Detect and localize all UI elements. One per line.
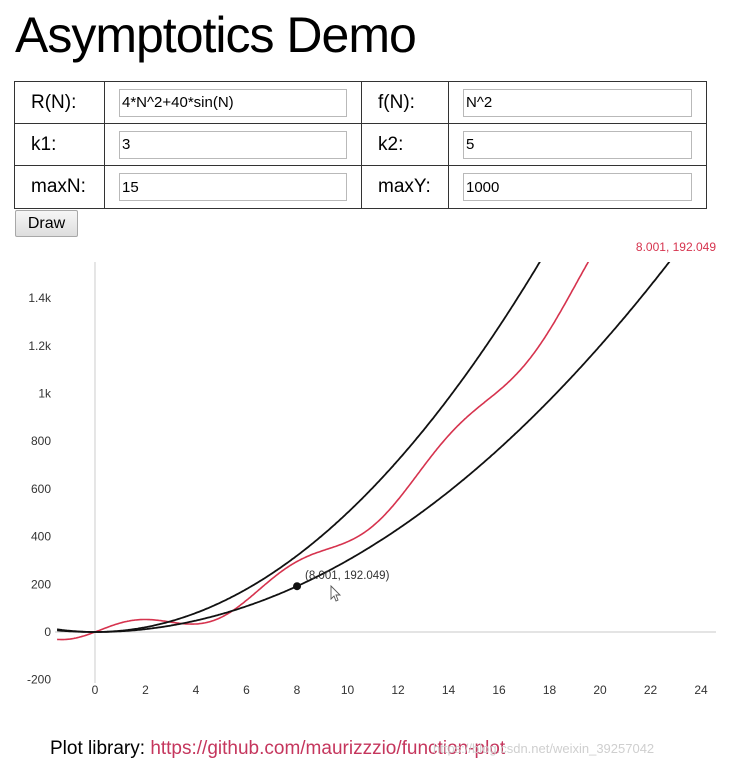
x-tick-label: 2 xyxy=(142,683,149,697)
maxn-label: maxN: xyxy=(14,165,105,209)
y-tick-label: 0 xyxy=(44,625,51,639)
page-title: Asymptotics Demo xyxy=(15,7,417,63)
series-upper-bound-line xyxy=(56,262,541,633)
k2-input[interactable] xyxy=(463,130,692,159)
rn-label: R(N): xyxy=(14,81,105,124)
y-tick-label: 1.4k xyxy=(28,291,52,305)
x-tick-label: 8 xyxy=(294,683,301,697)
x-tick-label: 16 xyxy=(492,683,506,697)
maxy-input[interactable] xyxy=(463,173,692,201)
x-tick-label: 22 xyxy=(644,683,658,697)
x-tick-label: 14 xyxy=(442,683,456,697)
coordinate-readout: 8.001, 192.049 xyxy=(636,240,716,254)
hover-point xyxy=(293,582,302,591)
y-tick-label: 400 xyxy=(31,530,51,544)
x-tick-label: 20 xyxy=(593,683,607,697)
y-tick-label: 800 xyxy=(31,434,51,448)
x-tick-label: 24 xyxy=(694,683,708,697)
y-tick-label: 600 xyxy=(31,482,51,496)
function-plot[interactable]: 8.001, 192.049 0 2 4 6 8 10 12 14 16 18 20 22 24-200… xyxy=(0,232,729,732)
draw-button[interactable]: Draw xyxy=(15,210,78,237)
parameter-table: R(N): f(N): k1: k2: maxN: maxY: xyxy=(14,81,707,209)
k1-input[interactable] xyxy=(119,130,347,159)
rn-input[interactable] xyxy=(119,88,347,117)
x-tick-label: 18 xyxy=(543,683,557,697)
series-rn-line xyxy=(57,262,590,641)
fn-input[interactable] xyxy=(463,88,692,117)
y-tick-label: -200 xyxy=(27,673,51,687)
maxn-input[interactable] xyxy=(119,173,347,201)
y-tick-label: 200 xyxy=(31,577,51,591)
mouse-cursor-icon xyxy=(330,584,342,602)
maxy-label: maxY: xyxy=(361,165,449,209)
plot-library-link[interactable]: https://github.com/maurizzzio/function-p… xyxy=(150,738,506,759)
hover-tooltip: (8.001, 192.049) xyxy=(305,570,390,582)
fn-label: f(N): xyxy=(361,81,449,124)
y-tick-label: 1.2k xyxy=(28,339,52,353)
series-lower-bound-line xyxy=(57,262,671,633)
x-tick-label: 10 xyxy=(341,683,355,697)
x-tick-label: 0 xyxy=(92,683,99,697)
k2-label: k2: xyxy=(361,123,449,166)
y-tick-label: 1k xyxy=(38,387,52,401)
x-tick-label: 12 xyxy=(391,683,405,697)
footer: Plot library: https://github.com/maurizz… xyxy=(50,738,505,760)
x-tick-label: 4 xyxy=(193,683,200,697)
k1-label: k1: xyxy=(14,123,105,166)
footer-label: Plot library: xyxy=(50,738,146,759)
x-tick-label: 6 xyxy=(243,683,250,697)
watermark: https://blog.csdn.net/weixin_39257042 xyxy=(433,741,655,756)
